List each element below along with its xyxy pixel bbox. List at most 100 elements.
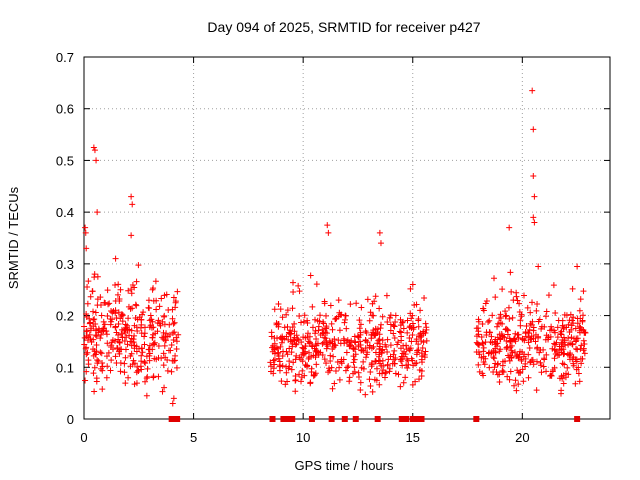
data-point <box>408 338 415 345</box>
data-point <box>313 281 320 288</box>
data-point <box>418 350 425 357</box>
data-points <box>81 87 589 422</box>
data-point <box>380 367 387 374</box>
data-point <box>525 374 532 381</box>
data-point <box>366 376 373 383</box>
data-point <box>530 172 537 179</box>
data-point <box>292 341 299 348</box>
data-point <box>569 285 576 292</box>
data-point <box>289 343 296 350</box>
data-point <box>300 318 307 325</box>
data-point <box>421 295 428 302</box>
data-point <box>357 329 364 336</box>
zero-data-point <box>284 416 291 422</box>
zero-data-point <box>168 416 175 422</box>
data-point <box>362 391 369 398</box>
data-point <box>395 371 402 378</box>
data-point <box>478 333 485 340</box>
data-point <box>91 147 98 154</box>
data-point <box>89 288 96 295</box>
data-point <box>166 321 173 328</box>
data-point <box>87 320 94 327</box>
data-point <box>291 337 298 344</box>
data-point <box>93 333 100 340</box>
data-point <box>377 240 384 247</box>
data-point <box>128 193 135 200</box>
data-point <box>141 359 148 366</box>
data-point <box>572 380 579 387</box>
data-point <box>336 364 343 371</box>
data-point <box>164 367 171 374</box>
data-point <box>502 313 509 320</box>
data-point <box>520 292 527 299</box>
data-point <box>284 307 291 314</box>
data-point <box>559 360 566 367</box>
data-point <box>404 317 411 324</box>
data-point <box>542 313 549 320</box>
data-point <box>93 341 100 348</box>
y-tick-label: 0.7 <box>56 50 74 65</box>
data-point <box>379 337 386 344</box>
data-point <box>335 297 342 304</box>
data-point <box>85 357 92 364</box>
data-point <box>92 309 99 316</box>
data-point <box>302 348 309 355</box>
data-point <box>376 331 383 338</box>
data-point <box>336 327 343 334</box>
data-point <box>169 400 176 407</box>
data-point <box>150 285 157 292</box>
data-point <box>567 340 574 347</box>
grid-lines <box>84 57 610 419</box>
data-point <box>103 374 110 381</box>
data-point <box>419 344 426 351</box>
data-point <box>512 377 519 384</box>
data-point <box>376 305 383 312</box>
data-point <box>391 335 398 342</box>
data-point <box>515 334 522 341</box>
data-point <box>274 345 281 352</box>
data-point <box>394 341 401 348</box>
data-point <box>407 345 414 352</box>
data-point <box>391 360 398 367</box>
data-point <box>554 352 561 359</box>
data-point <box>516 308 523 315</box>
data-point <box>160 350 167 357</box>
data-point <box>103 353 110 360</box>
data-point <box>404 357 411 364</box>
data-point <box>91 271 98 278</box>
data-point <box>277 306 284 313</box>
data-point <box>91 348 98 355</box>
data-point <box>333 315 340 322</box>
data-point <box>374 365 381 372</box>
data-point <box>580 312 587 319</box>
data-point <box>165 306 172 313</box>
data-point <box>488 333 495 340</box>
data-point <box>535 318 542 325</box>
data-point <box>92 321 99 328</box>
data-point <box>367 309 374 316</box>
data-point <box>491 364 498 371</box>
data-point <box>486 364 493 371</box>
data-point <box>509 314 516 321</box>
zero-data-point <box>328 416 335 422</box>
data-point <box>376 351 383 358</box>
data-point <box>156 320 163 327</box>
data-point <box>378 362 385 369</box>
data-point <box>581 340 588 347</box>
data-point <box>129 305 136 312</box>
data-point <box>138 352 145 359</box>
data-point <box>296 371 303 378</box>
data-point <box>90 144 97 151</box>
data-point <box>398 329 405 336</box>
data-point <box>495 320 502 327</box>
data-point <box>127 352 134 359</box>
data-point <box>557 330 564 337</box>
data-point <box>331 380 338 387</box>
data-point <box>319 326 326 333</box>
data-point <box>307 272 314 279</box>
data-point <box>144 373 151 380</box>
data-point <box>145 304 152 311</box>
data-point <box>311 316 318 323</box>
data-point <box>83 368 90 375</box>
data-point <box>532 338 539 345</box>
